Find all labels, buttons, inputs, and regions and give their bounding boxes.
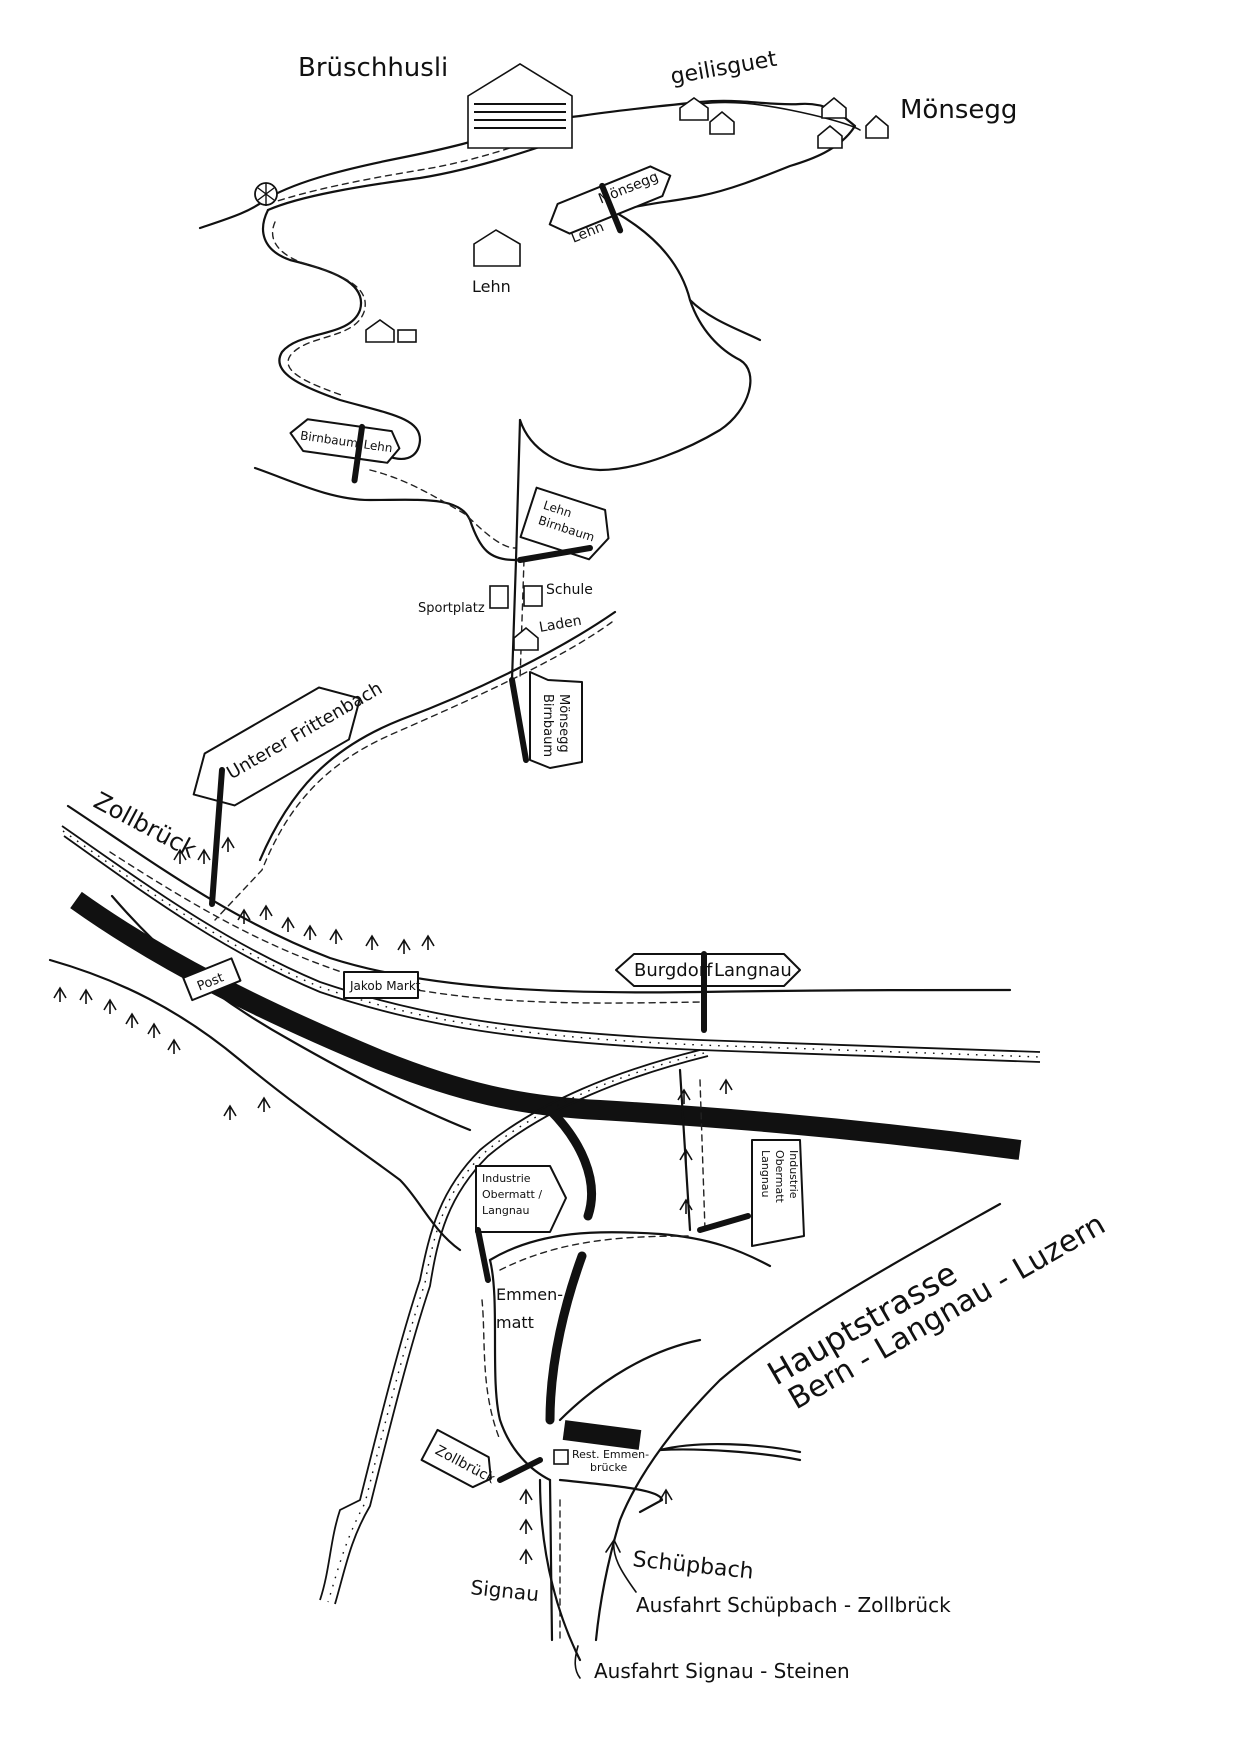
signau-arrow-icon xyxy=(574,1645,581,1679)
label-lehn: Lehn xyxy=(472,277,511,296)
sign-lehn-monsegg xyxy=(548,165,672,235)
monsegg-house-icons xyxy=(817,96,889,149)
label-bruschhusli: Brüschhusli xyxy=(298,53,448,83)
lehn-house-icon xyxy=(473,229,521,267)
tree-markers xyxy=(53,836,733,1564)
schupbach-arrow-icon xyxy=(605,1539,637,1593)
label-monsegg: Mönsegg xyxy=(900,95,1017,125)
sign-zollbruck xyxy=(420,1428,492,1489)
sign-lehn-birnbaum xyxy=(519,486,610,561)
label-schule: Schule xyxy=(546,582,593,598)
school-house-icons xyxy=(489,585,543,651)
sign-text-langnau: Langnau xyxy=(714,960,792,981)
barn-icon xyxy=(467,63,573,149)
upper-buildings xyxy=(254,63,889,651)
sign-text-lehn-2: Lehn xyxy=(363,437,394,455)
farm-house-icons xyxy=(365,319,417,343)
sign-post xyxy=(182,957,242,1002)
label-route: Bern - Langnau - Luzern xyxy=(783,1207,1112,1417)
upper-signs xyxy=(192,165,672,907)
sign-text-jakob-markt: Jakob Markt xyxy=(349,979,421,993)
geilisguet-house-icons xyxy=(679,97,735,135)
main-railway xyxy=(61,825,1041,1063)
label-geilisguet: geilisguet xyxy=(669,47,779,90)
label-laden: Laden xyxy=(538,613,583,636)
main-road-zollbruck xyxy=(66,804,1012,994)
label-ausfahrt-schupbach: Ausfahrt Schüpbach - Zollbrück xyxy=(636,1593,951,1617)
sign-text-industrie-center: Industrie Obermatt / Langnau xyxy=(482,1172,542,1217)
sign-birnbaum-lehn xyxy=(289,418,401,484)
sign-jakob-markt xyxy=(343,971,419,999)
label-sportplatz: Sportplatz xyxy=(418,601,485,616)
sign-text-industrie-right: IndustrieObermattLangnau xyxy=(759,1150,800,1204)
label-emmenmatt: Emmen-matt xyxy=(496,1285,563,1332)
label-rest-emmenbrucke: Rest. Emmen-brücke xyxy=(572,1448,649,1474)
label-ausfahrt-signau: Ausfahrt Signau - Steinen xyxy=(594,1659,850,1683)
tree-icon xyxy=(254,182,278,206)
label-zollbruck: Zollbrück xyxy=(89,787,201,864)
sign-industrie-right xyxy=(697,1139,805,1247)
sign-unterer-frittenbach xyxy=(192,686,361,807)
sign-industrie-center xyxy=(475,1165,567,1283)
sign-text-burgdorf: Burgdorf xyxy=(634,960,713,981)
lower-signs xyxy=(182,951,805,1489)
sign-monsegg-birnbaum xyxy=(509,671,583,769)
label-schupbach: Schüpbach xyxy=(631,1547,754,1585)
sign-text-monsegg-birnbaum: MönseggBirnbaum xyxy=(540,694,571,757)
upper-roads xyxy=(198,99,861,921)
label-signau: Signau xyxy=(469,1575,540,1606)
sign-burgdorf-langnau xyxy=(615,951,801,1033)
